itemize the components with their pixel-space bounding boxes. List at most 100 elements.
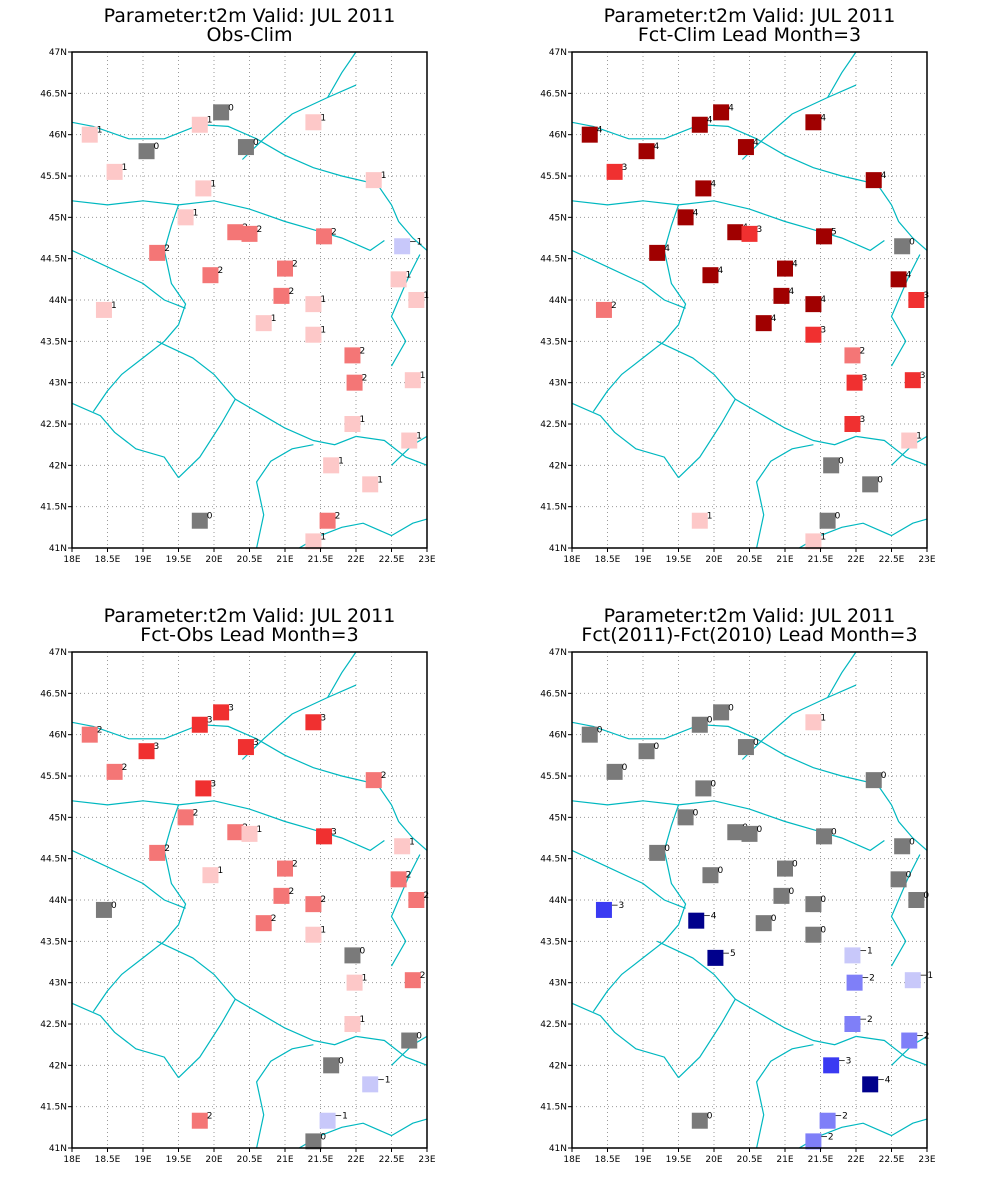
panel-subtitle: Fct-Clim Lead Month=3 [638,24,861,46]
y-tick-label: 42.5N [540,1020,567,1030]
coastline [571,121,928,251]
station-value-label: 1 [97,126,103,136]
station-marker [823,1057,840,1074]
x-tick-label: 21E [276,555,293,565]
station-value-label: 1 [320,926,326,936]
x-tick-label: 22E [847,555,864,565]
station-marker [777,260,793,277]
station-marker [195,780,212,797]
station-marker [344,947,361,964]
coastline [592,940,665,1012]
station-value-label: 3 [862,374,868,384]
coastlines [571,651,928,1149]
station-marker [702,867,719,884]
coastlines [71,651,428,1149]
station-marker [319,1112,336,1129]
coastline [71,402,179,479]
station-value-label: 1 [916,432,922,442]
x-tick-label: 20.5E [237,1155,263,1165]
station-marker [390,271,407,288]
station-value-label: −3 [611,901,624,911]
station-value-label: 0 [707,716,713,726]
station-marker [191,512,208,529]
station-marker [344,416,361,432]
station-value-label: 2 [292,260,298,270]
y-tick-label: 47N [49,648,67,658]
coastline [163,204,187,342]
station-marker [890,271,907,288]
station-value-label: 2 [97,726,103,736]
x-tick-label: 22E [347,555,364,565]
station-value-label: 0 [207,512,213,522]
x-tick-label: 18E [563,555,580,565]
y-tick-label: 42.5N [540,420,567,430]
station-value-label: −2 [862,974,875,984]
station-marker [805,326,822,343]
station-value-label: 4 [906,270,912,280]
y-tick-label: 45.5N [540,772,567,782]
station-value-label: 4 [693,208,699,218]
coastline [178,398,236,479]
station-value-label: 1 [210,179,216,189]
x-tick-label: 21E [776,1155,793,1165]
station-value-label: 2 [288,887,294,897]
coastline [571,849,686,909]
station-marker [408,292,425,308]
coastline [71,121,428,251]
station-marker [805,896,822,913]
x-tick-label: 23E [418,1155,435,1165]
station-value-label: 3 [154,742,160,752]
station-value-label: 0 [881,771,887,781]
station-marker [227,224,244,241]
station-marker [606,163,623,180]
coastline [327,51,357,98]
station-value-label: 2 [859,346,865,356]
station-value-label: 2 [359,346,365,356]
station-marker [241,225,258,242]
coastline [156,340,428,466]
station-marker [177,809,194,826]
station-value-label: 0 [359,946,365,956]
station-value-label: 0 [664,844,670,854]
x-tick-label: 21.5E [308,555,334,565]
station-marker [581,126,598,143]
station-value-label: 3 [923,291,929,301]
x-tick-label: 21.5E [308,1155,334,1165]
station-value-label: 0 [654,742,660,752]
station-marker [191,116,208,133]
station-marker [95,901,112,918]
station-marker [755,915,772,932]
station-marker [606,763,623,780]
coastline [390,854,421,967]
station-marker [777,860,793,877]
station-markers: 0000001000000000000−300−400−5−1−2−1−2−2−… [581,703,933,1150]
panel-subtitle: Obs-Clim [206,24,292,46]
station-marker [713,704,730,721]
station-value-label: 1 [359,1015,365,1025]
station-marker [316,828,333,845]
x-tick-label: 20E [705,555,722,565]
station-value-label: 1 [257,825,263,835]
y-axis: 41N 41.5N 42N 42.5N 43N 43.5N 44N 44.5N 45N 45.5N… [40,48,72,554]
station-value-label: 3 [253,738,259,748]
station-value-label: 3 [207,716,213,726]
y-tick-label: 45N [49,213,67,223]
x-tick-label: 20.5E [737,555,763,565]
station-value-label: 3 [622,163,628,173]
y-tick-label: 44.5N [40,855,67,865]
station-value-label: 1 [820,713,826,723]
station-marker [713,104,730,121]
y-tick-label: 41N [549,1144,567,1154]
station-value-label: 4 [820,295,826,305]
station-value-label: 0 [707,1112,713,1122]
station-marker [273,287,290,304]
station-markers: 4344444444435044444243432333100101 [581,103,929,550]
x-tick-label: 23E [918,1155,935,1165]
station-value-label: 1 [338,456,344,466]
x-tick-label: 20.5E [237,555,263,565]
station-marker [816,828,833,845]
station-marker [106,163,123,180]
coastline [827,51,857,98]
station-value-label: 1 [320,113,326,123]
